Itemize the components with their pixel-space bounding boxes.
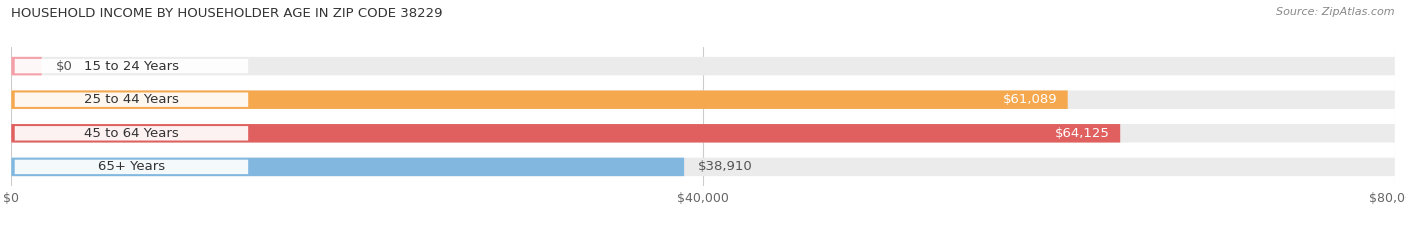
Text: $61,089: $61,089 [1002,93,1057,106]
Text: Source: ZipAtlas.com: Source: ZipAtlas.com [1277,7,1395,17]
FancyBboxPatch shape [11,57,42,75]
FancyBboxPatch shape [11,57,1395,75]
Text: 45 to 64 Years: 45 to 64 Years [84,127,179,140]
Text: 65+ Years: 65+ Years [98,160,165,173]
Text: 25 to 44 Years: 25 to 44 Years [84,93,179,106]
FancyBboxPatch shape [14,59,249,73]
FancyBboxPatch shape [11,90,1067,109]
FancyBboxPatch shape [14,93,249,107]
Text: 15 to 24 Years: 15 to 24 Years [84,60,179,73]
Text: HOUSEHOLD INCOME BY HOUSEHOLDER AGE IN ZIP CODE 38229: HOUSEHOLD INCOME BY HOUSEHOLDER AGE IN Z… [11,7,443,20]
FancyBboxPatch shape [14,160,249,174]
FancyBboxPatch shape [11,158,685,176]
Text: $0: $0 [55,60,72,73]
FancyBboxPatch shape [11,124,1395,143]
Text: $64,125: $64,125 [1054,127,1109,140]
FancyBboxPatch shape [14,126,249,140]
FancyBboxPatch shape [11,90,1395,109]
Text: $38,910: $38,910 [697,160,752,173]
FancyBboxPatch shape [11,124,1121,143]
FancyBboxPatch shape [11,158,1395,176]
